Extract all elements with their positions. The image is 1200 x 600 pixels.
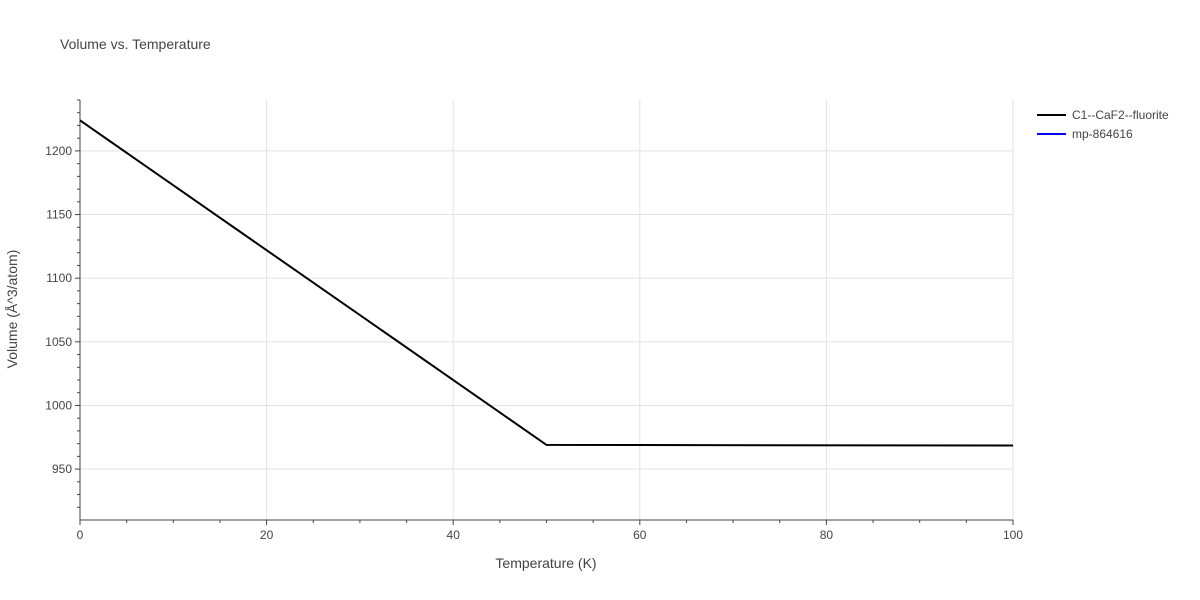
- x-tick-label: 60: [633, 528, 647, 542]
- y-tick-label: 1000: [45, 398, 72, 412]
- y-tick-label: 1100: [46, 271, 72, 285]
- x-axis-title: Temperature (K): [495, 555, 596, 571]
- y-tick-label: 1050: [45, 335, 72, 349]
- x-tick-label: 0: [77, 528, 84, 542]
- x-tick-label: 80: [820, 528, 834, 542]
- x-tick-label: 100: [1003, 528, 1023, 542]
- y-tick-label: 1200: [45, 144, 72, 158]
- x-tick-label: 40: [447, 528, 461, 542]
- grid: [80, 100, 1014, 520]
- y-tick-label: 1150: [46, 208, 72, 222]
- series-group: [79, 119, 1014, 447]
- y-axis-title: Volume (Å^3/atom): [4, 250, 20, 369]
- legend[interactable]: C1--CaF2--fluorite mp-864616: [1037, 108, 1169, 141]
- series-line-0: [79, 119, 1014, 447]
- chart-title: Volume vs. Temperature: [60, 36, 211, 52]
- y-tick-label: 950: [52, 462, 72, 476]
- x-tick-label: 20: [260, 528, 274, 542]
- legend-label-1: mp-864616: [1072, 127, 1133, 141]
- legend-label-0: C1--CaF2--fluorite: [1072, 108, 1169, 122]
- axes: [75, 99, 1014, 525]
- tick-labels: 0 20 40 60 80 100 950 1000 1050 1100 1150 1200: [45, 144, 1023, 542]
